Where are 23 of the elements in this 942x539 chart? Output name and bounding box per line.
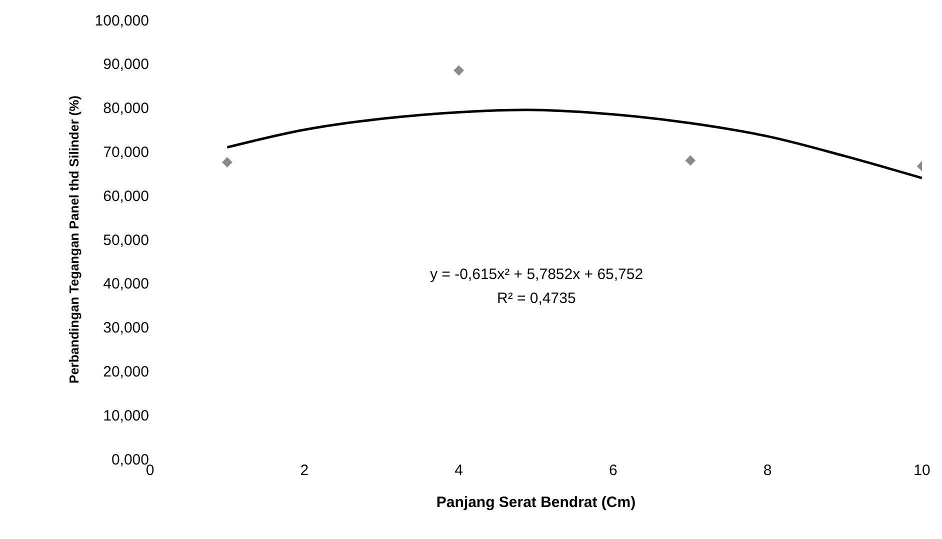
line-series [226, 108, 922, 180]
point [454, 65, 464, 76]
annotation: y = -0,615x² + 5,7852x + 65,752 [430, 266, 644, 283]
annotation: R² = 0,4735 [497, 290, 576, 307]
y-tick-label: 10,000 [103, 407, 149, 424]
y-tick-label: 40,000 [103, 276, 149, 293]
x-tick-label: 10 [914, 462, 930, 479]
x-tick-label: 8 [763, 462, 772, 479]
y-tick-label: 70,000 [103, 144, 149, 161]
point [685, 155, 696, 166]
x-axis-title: Panjang Serat Bendrat (Cm) [436, 494, 636, 511]
point [222, 157, 232, 168]
x-tick-label: 2 [300, 462, 309, 479]
y-tick-label: 80,000 [103, 100, 149, 118]
x-tick-label: 6 [609, 462, 618, 479]
x-tick-label: 4 [454, 462, 463, 479]
y-tick-label: 30,000 [103, 320, 149, 337]
y-tick-label: 60,000 [103, 188, 149, 205]
y-tick-label: 50,000 [103, 232, 149, 249]
y-axis-title: Perbandingan Tegangan Panel thd Silinder (%) [66, 96, 82, 384]
y-tick-label: 20,000 [103, 363, 149, 380]
y-tick-label: 90,000 [103, 56, 149, 74]
y-tick-label: 100,000 [94, 12, 149, 30]
